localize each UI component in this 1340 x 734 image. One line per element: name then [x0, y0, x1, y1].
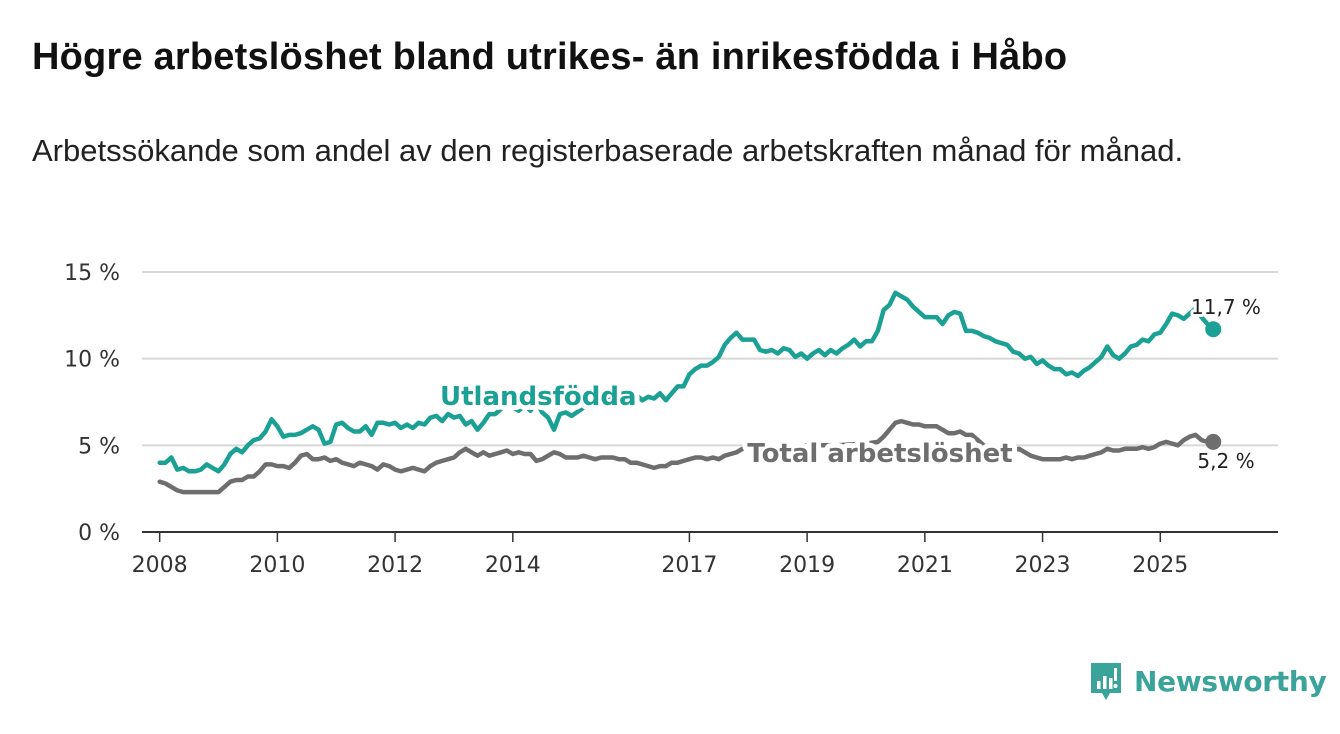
- end-point-total: [1205, 433, 1222, 450]
- x-tick-label: 2025: [1132, 553, 1188, 578]
- x-tick-label: 2021: [897, 553, 953, 578]
- chart-subtitle: Arbetssökande som andel av den registerb…: [32, 133, 1184, 168]
- x-tick-label: 2023: [1015, 553, 1071, 578]
- end-label-utlandsfodda: 11,7 %: [1191, 295, 1261, 319]
- y-tick-label: 10 %: [64, 348, 120, 373]
- chart-title: Högre arbetslöshet bland utrikes- än inr…: [32, 36, 1068, 78]
- x-tick-label: 2010: [249, 553, 305, 578]
- y-tick-label: 5 %: [78, 434, 120, 459]
- y-tick-label: 0 %: [78, 521, 120, 546]
- brand-logo: Newsworthy: [1088, 660, 1327, 702]
- end-point-utlandsfodda: [1205, 321, 1222, 338]
- newsworthy-logo-icon: [1091, 663, 1121, 700]
- series-line-total: [157, 418, 1216, 495]
- x-tick-label: 2019: [779, 553, 835, 578]
- end-label-total: 5,2 %: [1197, 449, 1254, 473]
- x-tick-label: 2017: [661, 553, 717, 578]
- series-line-utlandsfodda: [157, 290, 1216, 474]
- series-label-total: Total arbetslöshet: [747, 439, 1012, 469]
- x-tick-label: 2014: [485, 553, 541, 578]
- y-tick-label: 15 %: [64, 261, 120, 286]
- x-tick-label: 2008: [132, 553, 188, 578]
- x-tick-label: 2012: [367, 553, 423, 578]
- brand-name: Newsworthy: [1134, 664, 1327, 698]
- series-label-utlandsfodda: Utlandsfödda: [440, 382, 637, 412]
